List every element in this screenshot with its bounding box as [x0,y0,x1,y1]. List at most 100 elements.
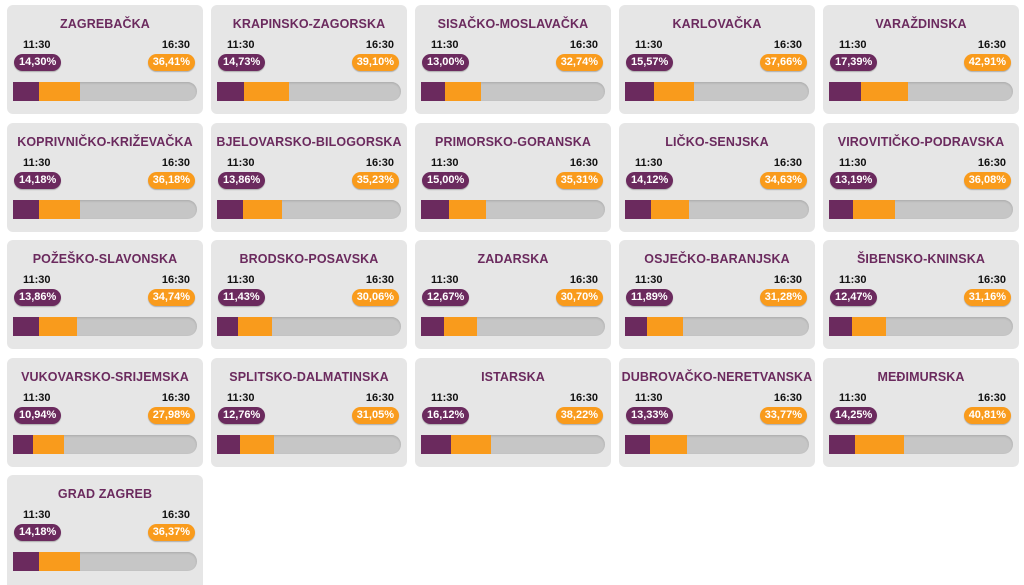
county-name: BJELOVARSKO-BILOGORSKA [216,135,402,149]
county-card: VIROVITIČKO-PODRAVSKA 11:30 16:30 13,19% 36,… [823,123,1019,232]
turnout-badge-late: 36,37% [147,524,195,541]
turnout-badge-early: 11,43% [218,289,265,306]
turnout-badge-early: 14,18% [14,524,62,541]
time-label-early: 11:30 [23,509,51,521]
turnout-badge-early: 14,73% [218,54,266,71]
turnout-progress-bar [13,552,197,571]
county-name: MEĐIMURSKA [877,370,965,384]
turnout-progress-bar [13,82,197,101]
county-name: KOPRIVNIČKO-KRIŽEVAČKA [17,135,193,149]
turnout-badge-late: 32,74% [555,54,603,71]
county-name: SISAČKO-MOSLAVAČKA [437,17,589,31]
county-card: BJELOVARSKO-BILOGORSKA 11:30 16:30 13,86% 35… [211,123,407,232]
turnout-progress-bar [829,317,1013,336]
turnout-progress-bar [829,82,1013,101]
county-name: VUKOVARSKO-SRIJEMSKA [21,370,189,384]
time-label-late: 16:30 [161,39,190,51]
time-label-late: 16:30 [569,39,598,51]
time-label-late: 16:30 [161,274,190,286]
turnout-badge-late: 30,06% [351,289,399,306]
turnout-badge-late: 36,18% [147,172,195,189]
turnout-fill-early [421,435,451,454]
time-label-late: 16:30 [773,274,802,286]
time-label-late: 16:30 [569,274,598,286]
turnout-progress-bar [625,200,809,219]
turnout-badge-early: 12,47% [830,289,878,306]
turnout-badge-early: 17,39% [830,54,878,71]
turnout-fill-early [217,200,243,219]
time-label-early: 11:30 [839,157,867,169]
county-card: LIČKO-SENJSKA 11:30 16:30 14,12% 34,63% [619,123,815,232]
county-name: LIČKO-SENJSKA [665,135,769,149]
county-card: SISAČKO-MOSLAVAČKA 11:30 16:30 13,00% 32,74% [415,5,611,114]
time-label-late: 16:30 [977,274,1006,286]
turnout-badge-late: 31,16% [963,289,1011,306]
time-label-late: 16:30 [569,392,598,404]
time-label-late: 16:30 [569,157,598,169]
time-label-late: 16:30 [365,39,394,51]
turnout-progress-bar [13,200,197,219]
turnout-badge-early: 14,18% [14,172,62,189]
county-name: ŠIBENSKO-KNINSKA [857,252,985,266]
time-label-late: 16:30 [365,274,394,286]
time-label-early: 11:30 [227,157,255,169]
time-label-late: 16:30 [977,157,1006,169]
turnout-progress-bar [421,200,605,219]
turnout-badge-late: 36,08% [963,172,1011,189]
county-card: PRIMORSKO-GORANSKA 11:30 16:30 15,00% 35,31% [415,123,611,232]
turnout-badge-late: 37,66% [759,54,807,71]
time-label-early: 11:30 [431,274,459,286]
turnout-fill-early [13,435,34,454]
county-card: ISTARSKA 11:30 16:30 16,12% 38,22% [415,358,611,467]
turnout-fill-early [13,82,40,101]
turnout-progress-bar [217,200,401,219]
turnout-badge-early: 14,25% [830,407,878,424]
turnout-badge-late: 35,31% [555,172,603,189]
turnout-fill-early [625,200,651,219]
turnout-badge-early: 11,89% [626,289,673,306]
county-card: GRAD ZAGREB 11:30 16:30 14,18% 36,37% [7,475,203,585]
turnout-progress-bar [217,82,401,101]
time-label-late: 16:30 [161,509,190,521]
turnout-badge-early: 13,00% [422,54,470,71]
time-label-early: 11:30 [431,39,459,51]
county-name: POŽEŠKO-SLAVONSKA [32,252,178,266]
time-label-early: 11:30 [23,392,51,404]
turnout-fill-early [13,552,40,571]
turnout-badge-late: 39,10% [351,54,399,71]
time-label-late: 16:30 [773,392,802,404]
county-name: GRAD ZAGREB [57,487,153,501]
turnout-badge-late: 33,77% [759,407,807,424]
county-name: PRIMORSKO-GORANSKA [435,135,591,149]
turnout-fill-early [421,200,449,219]
county-card: OSJEČKO-BARANJSKA 11:30 16:30 11,89% 31,28% [619,240,815,349]
turnout-badge-early: 13,33% [626,407,674,424]
turnout-badge-late: 42,91% [963,54,1011,71]
time-label-late: 16:30 [977,392,1006,404]
time-label-late: 16:30 [161,157,190,169]
turnout-badge-early: 12,67% [422,289,470,306]
time-label-late: 16:30 [365,392,394,404]
turnout-progress-bar [217,317,401,336]
time-label-early: 11:30 [839,39,867,51]
turnout-badge-early: 10,94% [14,407,62,424]
turnout-fill-early [421,82,445,101]
turnout-badge-late: 27,98% [147,407,195,424]
time-label-early: 11:30 [839,274,867,286]
turnout-badge-early: 13,86% [14,289,62,306]
county-card: ZADARSKA 11:30 16:30 12,67% 30,70% [415,240,611,349]
turnout-progress-bar [625,435,809,454]
turnout-fill-early [13,317,39,336]
time-label-early: 11:30 [23,157,51,169]
county-card: MEĐIMURSKA 11:30 16:30 14,25% 40,81% [823,358,1019,467]
turnout-progress-bar [13,435,197,454]
county-name: KARLOVAČKA [672,17,762,31]
county-name: OSJEČKO-BARANJSKA [644,252,790,266]
county-name: VIROVITIČKO-PODRAVSKA [837,135,1005,149]
county-name: ZAGREBAČKA [60,17,150,31]
turnout-fill-early [421,317,445,336]
turnout-badge-late: 38,22% [555,407,603,424]
county-turnout-grid: ZAGREBAČKA 11:30 16:30 14,30% 36,41% KRAPINSK… [7,5,1019,585]
time-label-late: 16:30 [773,157,802,169]
turnout-fill-early [217,82,245,101]
